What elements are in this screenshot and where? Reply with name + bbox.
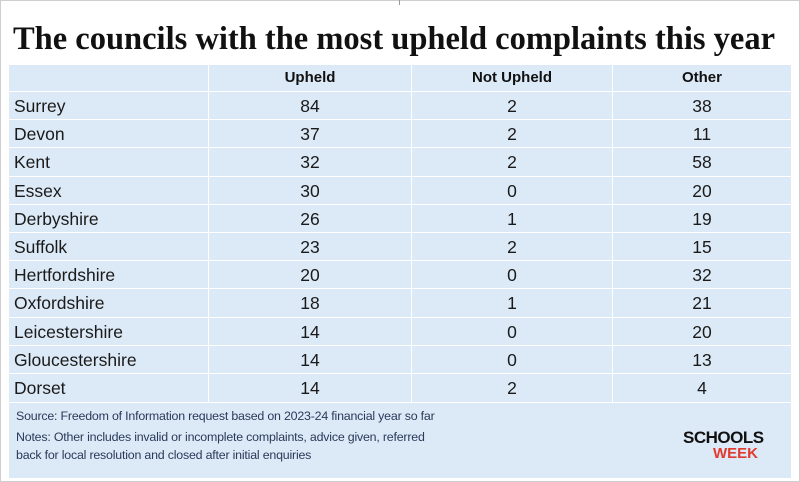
- upheld-cell: 26: [300, 208, 320, 229]
- upheld-cell: 84: [300, 96, 320, 116]
- not-upheld-cell: 0: [507, 265, 517, 286]
- table-body: Surrey 84 2 38 Devon 37 2 11 Kent 32 2 58 Essex 30 0 20…: [9, 91, 791, 401]
- not-upheld-cell: 2: [507, 96, 517, 116]
- other-cell: 32: [692, 265, 712, 286]
- schools-week-logo: SCHOOLS WEEK: [683, 428, 783, 470]
- council-name-cell: Hertfordshire: [14, 265, 116, 286]
- table-header: Upheld Not Upheld Other: [9, 65, 791, 91]
- table-row: Derbyshire 26 1 19: [9, 203, 791, 232]
- council-name-cell: Devon: [14, 124, 65, 145]
- upheld-cell: 14: [300, 321, 320, 342]
- other-cell: 20: [692, 321, 712, 342]
- not-upheld-cell: 1: [507, 293, 517, 314]
- council-name-cell: Suffolk: [14, 236, 68, 257]
- top-tick-mark: [399, 0, 400, 5]
- table-panel: [9, 65, 791, 478]
- not-upheld-cell: 0: [507, 349, 517, 370]
- upheld-cell: 32: [300, 152, 320, 173]
- notes-line-2: back for local resolution and closed aft…: [16, 448, 312, 462]
- council-name-cell: Leicestershire: [14, 321, 123, 342]
- other-cell: 19: [692, 208, 712, 229]
- table-row: Suffolk 23 2 15: [9, 231, 791, 260]
- not-upheld-cell: 1: [507, 208, 517, 229]
- council-name-cell: Dorset: [14, 377, 66, 398]
- chart-title: The councils with the most upheld compla…: [13, 21, 776, 57]
- not-upheld-cell: 0: [507, 180, 517, 201]
- upheld-cell: 37: [300, 124, 320, 145]
- other-cell: 21: [692, 293, 712, 314]
- logo-text-schools: SCHOOLS: [683, 428, 764, 447]
- source-note: Source: Freedom of Information request b…: [16, 409, 435, 423]
- column-divider: [208, 65, 209, 402]
- table-row: Kent 32 2 58: [9, 147, 791, 175]
- logo-text-week: WEEK: [713, 445, 758, 462]
- upheld-cell: 23: [300, 236, 320, 257]
- other-cell: 11: [692, 124, 712, 145]
- council-name-cell: Essex: [14, 180, 62, 201]
- table-footer: Source: Freedom of Information request b…: [9, 402, 791, 478]
- table-row: Leicestershire 14 0 20: [9, 316, 791, 345]
- other-cell: 20: [692, 180, 712, 201]
- footer-divider: [9, 402, 791, 403]
- upheld-cell: 30: [300, 180, 320, 201]
- not-upheld-cell: 2: [507, 377, 517, 398]
- council-name-cell: Derbyshire: [14, 208, 99, 229]
- column-header-not-upheld: Not Upheld: [472, 69, 552, 86]
- upheld-cell: 18: [300, 293, 320, 314]
- table-row: Gloucestershire 14 0 13: [9, 344, 791, 373]
- column-divider: [612, 65, 613, 402]
- column-divider: [411, 65, 412, 402]
- upheld-cell: 20: [300, 265, 320, 286]
- council-name-cell: Oxfordshire: [14, 293, 105, 314]
- table-row: Oxfordshire 18 1 21: [9, 288, 791, 316]
- not-upheld-cell: 2: [507, 236, 517, 257]
- upheld-cell: 14: [300, 349, 320, 370]
- not-upheld-cell: 2: [507, 152, 517, 173]
- table-row: Essex 30 0 20: [9, 175, 791, 204]
- other-cell: 13: [692, 349, 712, 370]
- not-upheld-cell: 2: [507, 124, 517, 145]
- other-cell: 58: [692, 152, 712, 173]
- table-row: Surrey 84 2 38: [9, 91, 791, 119]
- table-row: Devon 37 2 11: [9, 119, 791, 147]
- column-header-other: Other: [681, 69, 722, 86]
- upheld-cell: 14: [300, 377, 320, 398]
- column-header-upheld: Upheld: [284, 69, 336, 86]
- notes-line-1: Notes: Other includes invalid or incompl…: [16, 430, 425, 444]
- council-name-cell: Surrey: [14, 96, 66, 116]
- not-upheld-cell: 0: [507, 321, 517, 342]
- table-row: Hertfordshire 20 0 32: [9, 260, 791, 288]
- council-name-cell: Kent: [14, 152, 50, 173]
- other-cell: 38: [692, 96, 712, 116]
- council-name-cell: Gloucestershire: [14, 349, 137, 370]
- other-cell: 4: [697, 377, 707, 398]
- other-cell: 15: [692, 236, 712, 257]
- table-row: Dorset 14 2 4: [9, 372, 791, 401]
